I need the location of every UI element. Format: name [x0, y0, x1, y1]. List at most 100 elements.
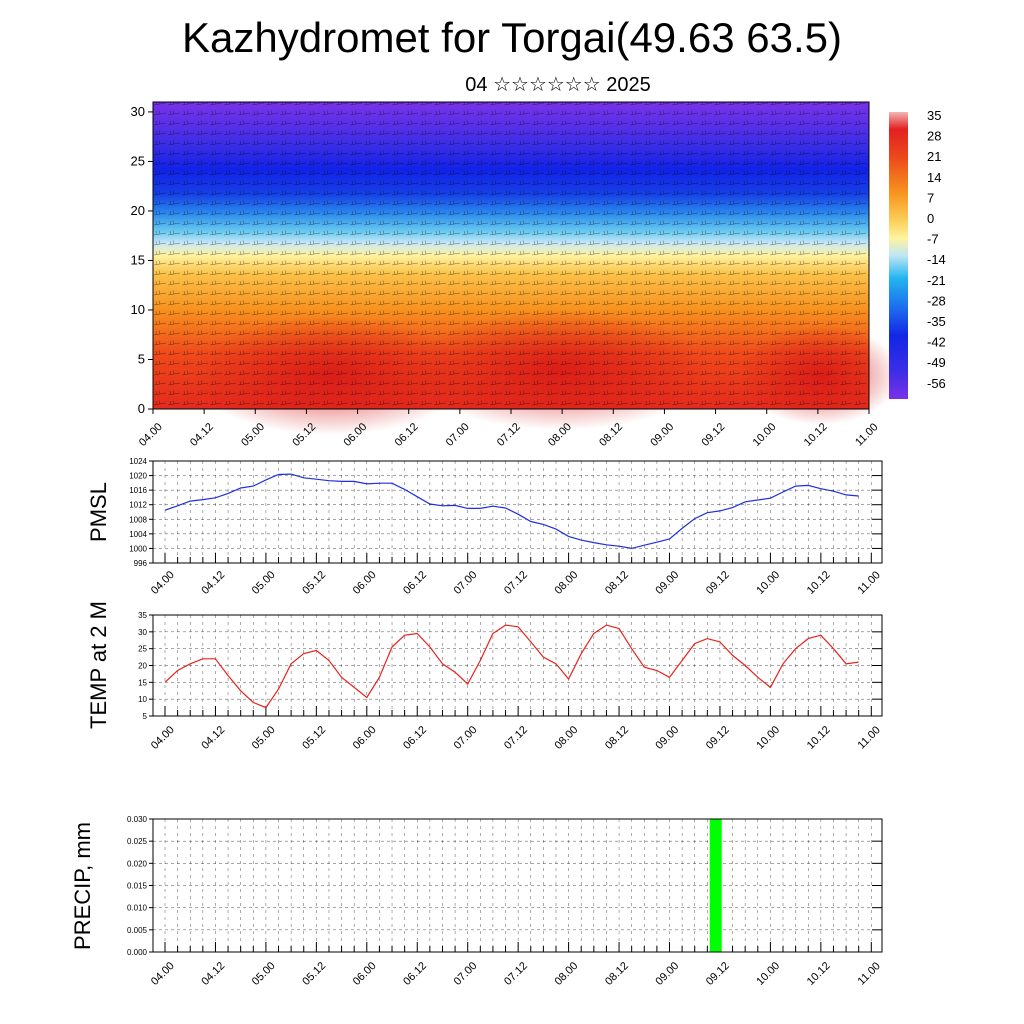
- temp-series-line: [164, 624, 859, 709]
- colorbar-label: -28: [927, 293, 946, 308]
- wind-barbs: [153, 102, 869, 409]
- cs-xtick-label: 10.00: [751, 421, 779, 449]
- pmsl-ytick-label: 1004: [129, 530, 147, 539]
- temp-xtick-label: 07.00: [452, 724, 480, 752]
- pmsl-xtick-label: 11.00: [855, 569, 882, 596]
- pmsl-xtick-label: 05.12: [300, 569, 328, 597]
- pmsl-xtick-label: 07.12: [502, 569, 530, 597]
- precip-xtick-label: 10.00: [754, 960, 782, 988]
- temp-xtick-label: 06.00: [351, 724, 379, 752]
- temp-xtick-label: 04.00: [149, 724, 177, 752]
- pmsl-ytick-label: 1024: [129, 457, 147, 466]
- pmsl-xtick-label: 10.12: [805, 569, 833, 597]
- precip-xtick-label: 10.12: [805, 960, 833, 988]
- precip-xtick-label: 06.00: [351, 960, 379, 988]
- colorbar-label: -14: [927, 252, 946, 267]
- cs-ytick-label: 30: [131, 104, 145, 119]
- precip-ytick-label: 0.020: [127, 859, 148, 868]
- temp-ylabel: TEMP at 2 M: [86, 601, 111, 729]
- colorbar: 35 28 21 14 7 0 -7 -14 -21 -28 -35 -42 -49 -56: [889, 108, 946, 399]
- pmsl-xtick-label: 07.00: [452, 569, 480, 597]
- precip-ytick-label: 0.005: [127, 926, 148, 935]
- precip-bar: [709, 819, 722, 952]
- cs-xtick-label: 09.00: [648, 421, 676, 449]
- temp-ytick-label: 25: [138, 645, 147, 654]
- colorbar-label: -7: [927, 232, 939, 247]
- colorbar-label: 0: [927, 211, 934, 226]
- pmsl-xtick-label: 09.12: [704, 569, 732, 597]
- temp-xtick-label: 10.12: [805, 724, 833, 752]
- temp-xtick-label: 10.00: [754, 724, 782, 752]
- colorbar-bar: [889, 112, 908, 399]
- precip-xtick-label: 06.12: [401, 960, 429, 988]
- pmsl-ytick-label: 1012: [129, 501, 147, 510]
- precip-xtick-label: 08.12: [603, 960, 631, 988]
- precip-xtick-label: 09.12: [704, 960, 732, 988]
- precip-ytick-label: 0.030: [127, 815, 148, 824]
- temp-ytick-label: 20: [138, 662, 147, 671]
- precip-ytick-label: 0.000: [127, 948, 148, 957]
- colorbar-label: -35: [927, 314, 946, 329]
- cs-ytick-label: 10: [131, 302, 145, 317]
- precip-xtick-label: 04.12: [199, 960, 227, 988]
- pmsl-xtick-label: 10.00: [754, 569, 782, 597]
- temp-xtick-label: 05.00: [250, 724, 278, 752]
- cs-ytick-label: 20: [131, 203, 145, 218]
- temp-ytick-label: 10: [138, 695, 147, 704]
- cs-xtick-label: 07.00: [444, 421, 472, 449]
- cs-ytick-label: 15: [131, 252, 145, 267]
- colorbar-label: -21: [927, 273, 946, 288]
- precip-xtick-label: 05.00: [250, 960, 278, 988]
- temp-xtick-label: 06.12: [401, 724, 429, 752]
- precip-xtick-label: 07.00: [452, 960, 480, 988]
- temp-panel: 5 10 15 20 25 30 35 04.00 04.12 05.00 05.12 06.00 0…: [86, 601, 883, 752]
- pmsl-xtick-label: 08.12: [603, 569, 631, 597]
- cs-xtick-label: 10.12: [802, 421, 830, 449]
- temp-xtick-label: 07.12: [502, 724, 530, 752]
- colorbar-label: 21: [927, 149, 941, 164]
- pmsl-ytick-label: 1000: [129, 544, 147, 553]
- temp-xtick-label: 09.12: [704, 724, 732, 752]
- pmsl-xtick-label: 04.00: [149, 569, 177, 597]
- colorbar-label: 14: [927, 170, 941, 185]
- precip-ylabel: PRECIP, mm: [70, 822, 95, 950]
- pmsl-xtick-label: 05.00: [250, 569, 278, 597]
- colorbar-label: -49: [927, 355, 946, 370]
- temp-xtick-label: 08.12: [603, 724, 631, 752]
- colorbar-label: 7: [927, 190, 934, 205]
- precip-xtick-label: 07.12: [502, 960, 530, 988]
- colorbar-label: -56: [927, 376, 946, 391]
- pmsl-xtick-label: 09.00: [653, 569, 681, 597]
- precip-xtick-label: 11.00: [855, 960, 882, 987]
- pmsl-frame: [152, 460, 883, 564]
- cs-ytick-label: 25: [131, 153, 145, 168]
- colorbar-label: 28: [927, 129, 941, 144]
- precip-ytick-label: 0.010: [127, 904, 148, 913]
- precip-xtick-label: 08.00: [553, 960, 581, 988]
- precip-xtick-label: 09.00: [653, 960, 681, 988]
- temp-xtick-label: 08.00: [553, 724, 581, 752]
- cs-xtick-label: 04.00: [137, 421, 165, 449]
- precip-xtick-label: 05.12: [300, 960, 328, 988]
- chart-subtitle: 04 ☆☆☆☆☆☆ 2025: [465, 74, 651, 96]
- temp-ytick-label: 35: [138, 611, 147, 620]
- temp-xtick-label: 05.12: [300, 724, 328, 752]
- temp-ytick-label: 30: [138, 628, 147, 637]
- precip-xtick-label: 04.00: [149, 960, 177, 988]
- pmsl-ylabel: PMSL: [86, 482, 111, 542]
- pmsl-xtick-label: 06.00: [351, 569, 379, 597]
- pmsl-ytick-label: 1008: [129, 515, 147, 524]
- temp-xtick-label: 11.00: [855, 724, 882, 751]
- cs-xtick-label: 11.00: [853, 421, 880, 448]
- precip-panel: 0.000 0.005 0.010 0.015 0.020 0.025 0.030 04.0…: [70, 815, 883, 988]
- colorbar-label: 35: [927, 108, 941, 123]
- pmsl-ytick-label: 1016: [129, 486, 147, 495]
- chart-title: Kazhydromet for Torgai(49.63 63.5): [182, 14, 842, 61]
- pmsl-ytick-label: 1020: [129, 472, 147, 481]
- colorbar-label: -42: [927, 335, 946, 350]
- temp-xtick-label: 04.12: [199, 724, 227, 752]
- pmsl-panel: 996 1000 1004 1008 1012 1016 1020 1024 04.00 04.…: [86, 457, 883, 597]
- temp-ytick-label: 5: [143, 712, 148, 721]
- pmsl-xtick-label: 06.12: [401, 569, 429, 597]
